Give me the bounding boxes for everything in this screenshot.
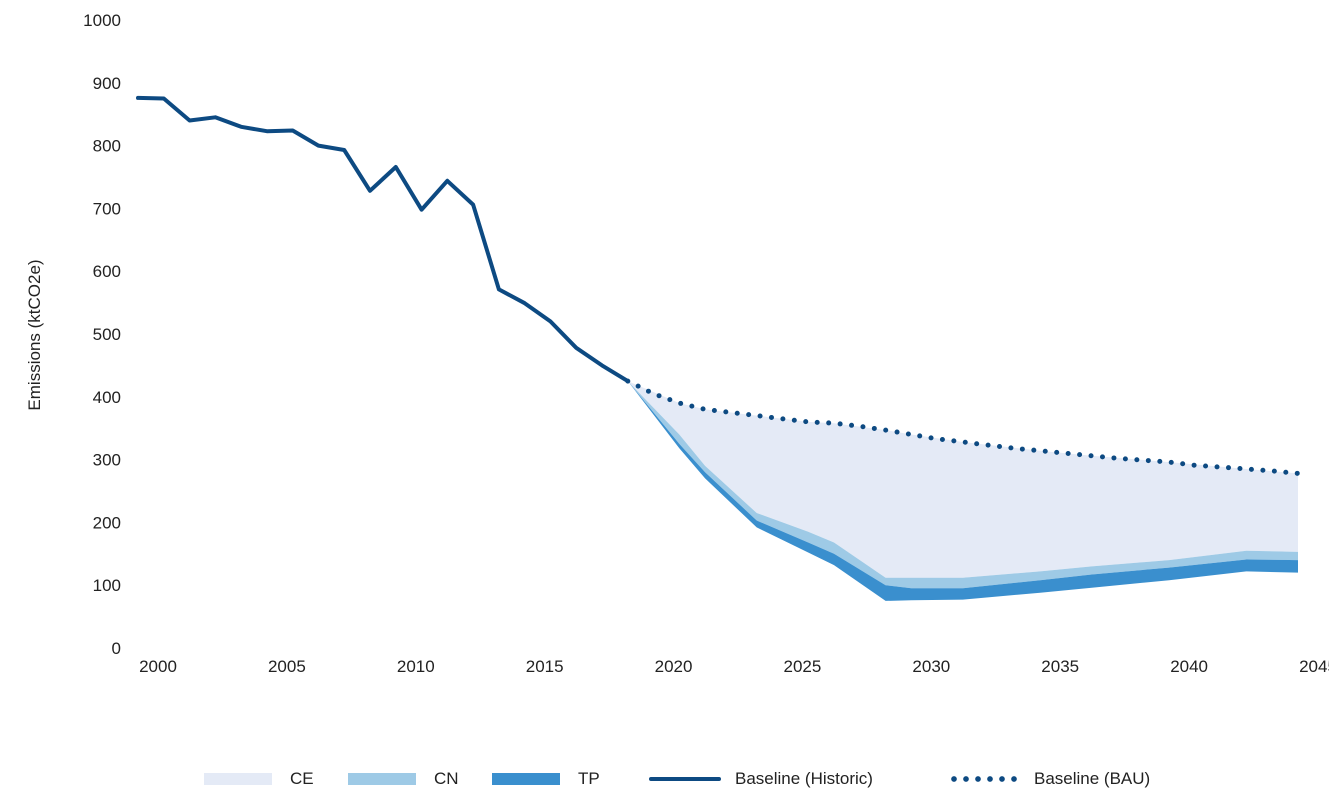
x-tick-label: 2045 <box>1299 657 1329 676</box>
x-tick-label: 2005 <box>268 657 306 676</box>
y-axis-ticks: 0 100 200 300 400 500 600 700 800 900 1000 <box>83 11 121 658</box>
legend-label-cn: CN <box>434 769 459 788</box>
legend-swatch-baseline-historic <box>649 773 721 785</box>
y-axis-label: Emissions (ktCO2e) <box>25 259 44 410</box>
area-cn <box>627 381 1298 589</box>
y-tick-label: 1000 <box>83 11 121 30</box>
legend-label-ce: CE <box>290 769 314 788</box>
legend-label-baseline-historic: Baseline (Historic) <box>735 769 873 788</box>
legend-label-tp: TP <box>578 769 600 788</box>
legend-item-baseline-historic: Baseline (Historic) <box>649 766 873 792</box>
legend-item-cn: CN <box>348 766 459 792</box>
legend-swatch-tp <box>492 773 560 785</box>
x-tick-label: 2020 <box>655 657 693 676</box>
x-tick-label: 2035 <box>1041 657 1079 676</box>
legend-label-baseline-bau: Baseline (BAU) <box>1034 769 1151 788</box>
line-layer <box>136 95 1301 476</box>
series-line-baseline-historic <box>136 95 630 384</box>
legend-swatch-ce <box>204 773 272 785</box>
legend-swatch-baseline-bau <box>948 773 1020 785</box>
x-tick-label: 2010 <box>397 657 435 676</box>
series-line-baseline-bau <box>625 378 1301 476</box>
area-layer <box>627 381 1298 601</box>
y-tick-label: 200 <box>93 513 121 532</box>
y-tick-label: 700 <box>93 199 121 218</box>
y-tick-label: 0 <box>112 639 121 658</box>
x-tick-label: 2015 <box>526 657 564 676</box>
y-tick-label: 100 <box>93 576 121 595</box>
x-tick-label: 2000 <box>139 657 177 676</box>
legend-item-tp: TP <box>492 766 600 792</box>
x-axis-ticks: 2000 2005 2010 2015 2020 2025 2030 2035 2040 2045 <box>139 657 1329 676</box>
legend-item-baseline-bau: Baseline (BAU) <box>948 766 1150 792</box>
area-tp <box>627 381 1298 601</box>
legend-swatch-cn <box>348 773 416 785</box>
y-tick-label: 400 <box>93 388 121 407</box>
y-tick-label: 300 <box>93 451 121 470</box>
y-tick-label: 500 <box>93 325 121 344</box>
y-tick-label: 800 <box>93 137 121 156</box>
legend: CE CN TP Baseline (Historic) Baseline (B… <box>0 766 1329 792</box>
x-tick-label: 2040 <box>1170 657 1208 676</box>
x-tick-label: 2030 <box>912 657 950 676</box>
y-tick-label: 600 <box>93 262 121 281</box>
x-tick-label: 2025 <box>784 657 822 676</box>
area-ce <box>627 381 1298 578</box>
y-tick-label: 900 <box>93 74 121 93</box>
legend-item-ce: CE <box>204 766 314 792</box>
